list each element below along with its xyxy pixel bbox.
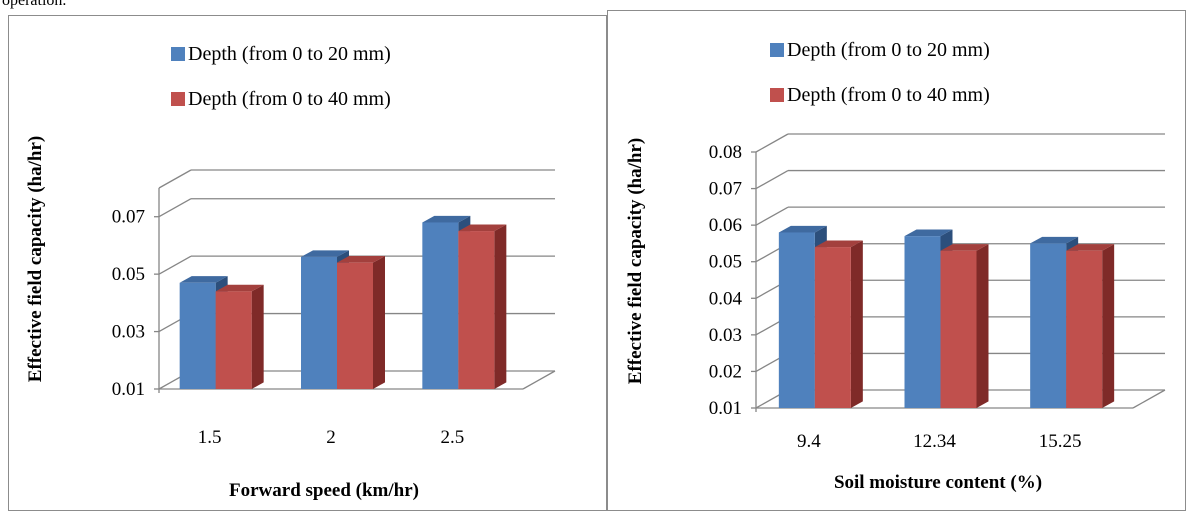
bar: [179, 282, 216, 389]
y-tick-label: 0.01: [709, 398, 742, 419]
x-axis-title: Soil moisture content (%): [834, 472, 1042, 493]
bar: [1066, 250, 1103, 408]
bar-top: [904, 229, 953, 237]
legend-label: Depth (from 0 to 20 mm): [787, 39, 990, 61]
y-axis-title: Effective field capacity (ha/hr): [25, 136, 46, 382]
bar-top: [1066, 244, 1115, 251]
gridline-diagonal: [158, 255, 192, 275]
bar-side: [373, 256, 385, 389]
bar-top: [778, 225, 827, 233]
y-tick-label: 0.06: [709, 215, 742, 236]
bar-top: [301, 250, 349, 257]
x-axis-title: Forward speed (km/hr): [229, 480, 419, 501]
bar: [814, 247, 851, 408]
y-tick-label: 0.05: [112, 264, 145, 285]
bar-side: [976, 244, 989, 408]
y-tick-label: 0.08: [709, 142, 742, 163]
y-tick-label: 0.01: [112, 379, 145, 400]
bar-side: [850, 240, 863, 408]
bar-top: [337, 256, 385, 263]
legend-label: Depth (from 0 to 40 mm): [188, 88, 391, 110]
legend-swatch: [171, 92, 185, 106]
bar-top: [179, 276, 228, 283]
gridline-diagonal: [755, 133, 789, 153]
y-tick-label: 0.03: [112, 322, 145, 343]
legend-swatch: [171, 47, 185, 61]
x-tick-label: 2.5: [440, 427, 464, 448]
bar: [940, 250, 977, 408]
bar: [458, 231, 495, 389]
floor-right-edge: [522, 370, 556, 390]
bar: [337, 262, 373, 389]
legend-label: Depth (from 0 to 20 mm): [188, 43, 391, 65]
y-tick-label: 0.03: [709, 325, 742, 346]
chart-soil-moisture-svg: 0.01 0.02 0.03 0.04 0.05 0.06 0.07 0.08 9.4 12.34…: [625, 39, 1166, 493]
bar-top: [422, 215, 471, 223]
x-tick-label: 9.4: [797, 431, 821, 452]
y-tick-label: 0.07: [112, 207, 145, 228]
bar-top: [940, 244, 989, 251]
y-tick-label: 0.02: [709, 361, 742, 382]
bar-side: [494, 224, 507, 389]
chart-forward-speed-svg: 0.01 0.03 0.05 0.07 1.5 2 2.5 Depth (from 0 to …: [25, 43, 556, 501]
x-tick-label: 2: [326, 427, 336, 448]
x-tick-label: 1.5: [198, 427, 222, 448]
x-tick-label: 15.25: [1039, 431, 1082, 452]
legend-swatch: [770, 88, 784, 102]
bar: [778, 232, 815, 408]
y-tick-label: 0.07: [709, 179, 742, 200]
bar-top: [215, 284, 264, 292]
chart-soil-moisture: 0.01 0.02 0.03 0.04 0.05 0.06 0.07 0.08 9.4 12.34…: [607, 10, 1186, 511]
bar: [422, 222, 459, 389]
bar: [1030, 243, 1067, 408]
legend-label: Depth (from 0 to 40 mm): [787, 84, 990, 106]
bar-top: [1030, 236, 1079, 244]
bar-side: [1102, 244, 1115, 408]
bar-top: [814, 240, 863, 248]
gridline-diagonal: [158, 169, 192, 189]
gridline-diagonal: [158, 198, 192, 218]
y-axis-title: Effective field capacity (ha/hr): [625, 138, 646, 384]
bar-top: [458, 224, 507, 232]
floor-right-edge: [1132, 389, 1166, 409]
gridline-diagonal: [755, 206, 789, 226]
bar: [904, 236, 941, 408]
bar: [215, 291, 252, 389]
x-tick-label: 12.34: [913, 431, 956, 452]
caption-fragment: operation.: [2, 0, 67, 9]
y-tick-label: 0.05: [709, 252, 742, 273]
bar: [301, 256, 337, 389]
y-tick-label: 0.04: [709, 288, 743, 309]
legend-swatch: [770, 43, 784, 57]
chart-forward-speed: 0.01 0.03 0.05 0.07 1.5 2 2.5 Depth (from 0 to …: [8, 15, 607, 511]
bar-side: [251, 284, 264, 389]
gridline-diagonal: [755, 170, 789, 190]
